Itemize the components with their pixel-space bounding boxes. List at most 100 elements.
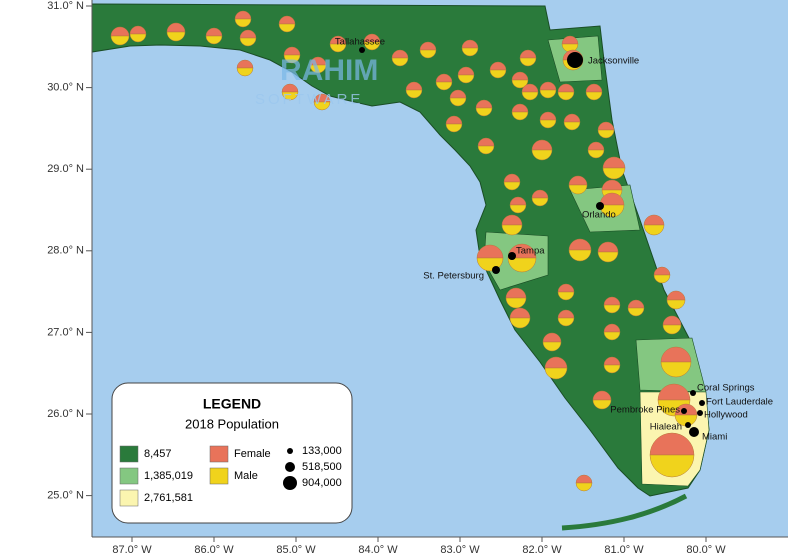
pie-female <box>505 287 527 299</box>
watermark: SOFTWARE <box>255 91 363 108</box>
pie-female <box>601 179 623 191</box>
pie-male <box>309 64 327 74</box>
legend-label: 518,500 <box>302 461 342 473</box>
pie-female <box>519 49 537 59</box>
pie-male <box>521 91 539 101</box>
lon-label: 83.0° W <box>440 544 480 556</box>
pie-female <box>561 35 579 45</box>
pie-female <box>129 25 147 35</box>
pie-male <box>660 361 692 378</box>
pie-male <box>597 129 615 139</box>
city-label: Orlando <box>582 210 616 221</box>
watermark: RAHIM <box>280 54 378 87</box>
pie-male <box>419 49 437 59</box>
pie-female <box>236 59 254 69</box>
lon-label: 80.0° W <box>686 544 726 556</box>
pie-male <box>653 274 671 284</box>
pie-male <box>391 57 409 67</box>
pie-female <box>627 299 645 309</box>
pie-female <box>597 241 619 253</box>
legend-swatch <box>119 489 139 507</box>
pie-female <box>568 238 592 251</box>
legend: LEGEND 2018 Population 8,457 1,385,019 2,7… <box>111 382 353 524</box>
lat-label: 25.0° N <box>47 490 84 502</box>
pie-male <box>557 317 575 327</box>
pie-male <box>666 299 686 310</box>
pie-female <box>461 39 479 49</box>
city-label: Fort Lauderdale <box>706 397 773 408</box>
pie-female <box>557 283 575 293</box>
pie-male <box>435 81 453 91</box>
lon-label: 84.0° W <box>358 544 398 556</box>
pie-female <box>329 35 347 45</box>
pie-male <box>557 291 575 301</box>
legend-swatch <box>209 445 229 463</box>
pie-female <box>657 383 691 401</box>
pie-male <box>531 197 549 207</box>
city-label: Hialeah <box>650 422 682 433</box>
pie-male <box>449 97 467 107</box>
pie-male <box>489 69 507 79</box>
pie-female <box>597 121 615 131</box>
lon-label: 82.0° W <box>522 544 562 556</box>
city-dot <box>492 266 500 274</box>
legend-size <box>287 448 293 454</box>
lat-label: 26.0° N <box>47 408 84 420</box>
pie-female <box>544 356 568 369</box>
pie-female <box>542 332 562 343</box>
city-dot <box>359 47 365 53</box>
pie-male <box>501 224 523 236</box>
lon-label: 87.0° W <box>112 544 152 556</box>
pie-female <box>449 89 467 99</box>
pie-male <box>511 79 529 89</box>
pie-male <box>627 307 645 317</box>
city-dot <box>689 427 699 437</box>
pie-female <box>599 192 625 206</box>
pie-female <box>666 290 686 301</box>
pie-female <box>539 81 557 91</box>
pie-male <box>236 67 254 77</box>
city-label: Tallahassee <box>335 37 385 48</box>
pie-male <box>205 35 223 45</box>
pie-female <box>281 83 299 93</box>
pie-female <box>531 139 553 151</box>
pie-female <box>457 66 475 76</box>
pie-male <box>283 54 301 64</box>
pie-female <box>563 113 581 123</box>
pie-male <box>568 249 592 262</box>
pie-female <box>435 73 453 83</box>
pie-male <box>603 304 621 314</box>
city-dot <box>697 410 703 416</box>
pie-female <box>585 83 603 93</box>
pie-male <box>587 149 605 159</box>
city-label: Pembroke Pines <box>610 405 680 416</box>
legend-label: Female <box>234 448 271 460</box>
pie-female <box>568 175 588 186</box>
pie-male <box>507 257 537 273</box>
pie-female <box>309 56 327 66</box>
pie-female <box>278 15 296 25</box>
pie-female <box>531 189 549 199</box>
pie-female <box>405 81 423 91</box>
pie-male <box>603 331 621 341</box>
pie-female <box>363 33 381 43</box>
pie-male <box>363 41 381 51</box>
city-label: St. Petersburg <box>423 271 484 282</box>
pie-female <box>575 474 593 484</box>
pie-female <box>521 83 539 93</box>
pie-male <box>445 123 463 133</box>
pie-male <box>519 57 537 67</box>
pie-female <box>662 315 682 326</box>
pie-female <box>649 432 695 456</box>
legend-label: 2,761,581 <box>144 492 193 504</box>
pie-female <box>239 29 257 39</box>
pie-male <box>539 119 557 129</box>
pie-female <box>592 390 612 401</box>
legend-swatch <box>119 445 139 463</box>
pie-female <box>391 49 409 59</box>
pie-female <box>509 307 531 319</box>
pie-male <box>575 482 593 492</box>
pie-female <box>419 41 437 51</box>
pie-male <box>531 149 553 161</box>
